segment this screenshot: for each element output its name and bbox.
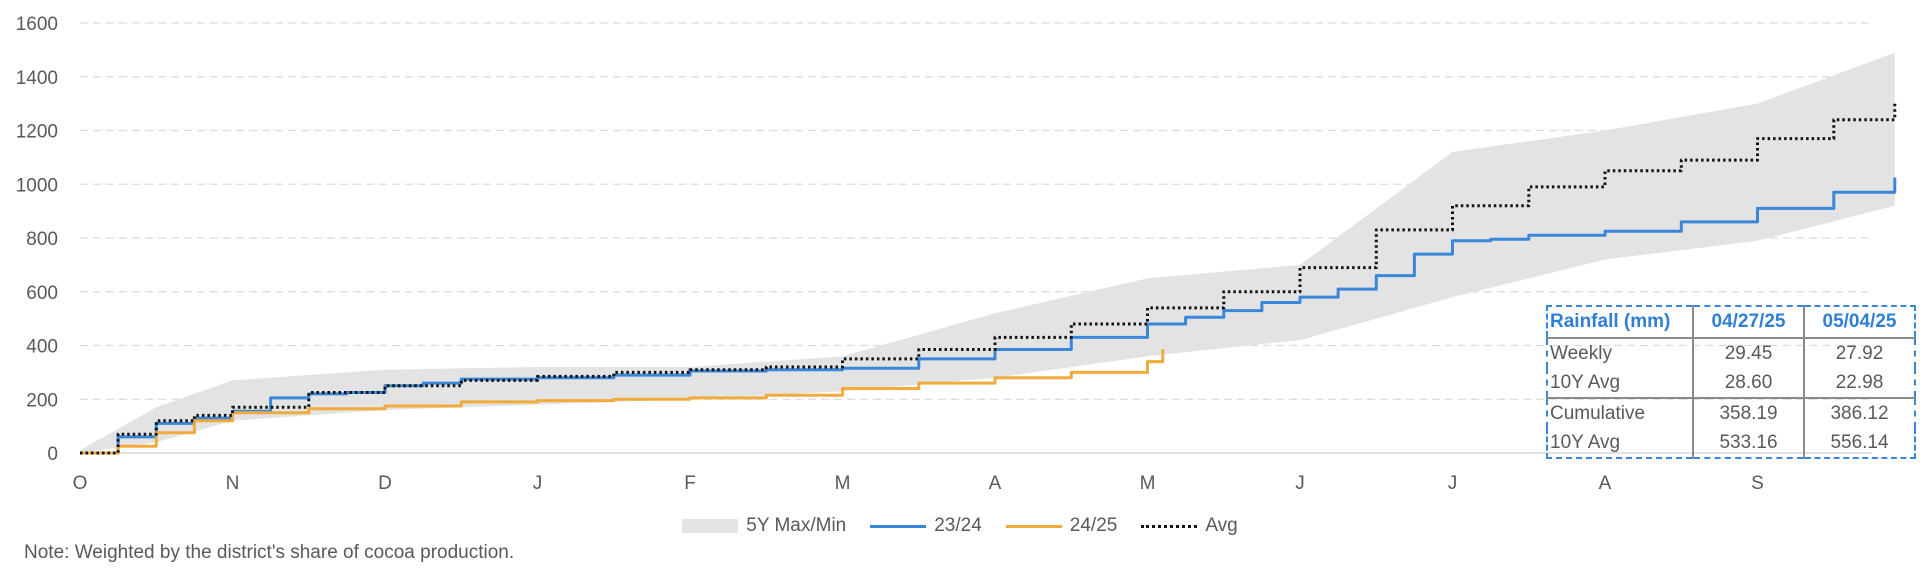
table-cell: 29.45	[1692, 338, 1805, 368]
x-tick-label: F	[684, 473, 696, 494]
x-tick-label: J	[533, 473, 543, 494]
legend-swatch-2324	[870, 524, 927, 528]
rainfall-table: Rainfall (mm) 04/27/25 05/04/25 Weekly 2…	[1546, 305, 1916, 459]
table-row: Weekly 29.45 27.92	[1547, 338, 1915, 368]
legend-label-avg: Avg	[1205, 515, 1238, 536]
table-cell: 358.19	[1692, 397, 1805, 428]
x-tick-label: N	[226, 473, 240, 494]
table-row-label: Weekly	[1550, 342, 1612, 364]
y-tick-label: 400	[26, 337, 58, 358]
table-cell: 386.12	[1804, 397, 1915, 428]
table-cell: 556.14	[1830, 431, 1889, 453]
y-tick-label: 1200	[16, 122, 58, 143]
legend-item-avg: Avg	[1141, 515, 1238, 537]
table-cell: 28.60	[1692, 368, 1805, 398]
legend-swatch-2425	[1005, 524, 1062, 528]
x-tick-label: O	[73, 473, 88, 494]
y-tick-label: 200	[26, 390, 58, 411]
chart-legend: 5Y Max/Min 23/24 24/25 Avg	[0, 515, 1920, 537]
table-row: Cumulative 358.19 386.12	[1547, 397, 1915, 428]
y-tick-label: 1400	[16, 68, 58, 89]
y-tick-label: 1600	[16, 14, 58, 35]
table-header-cell: 05/04/25	[1804, 306, 1915, 339]
legend-label-2324: 23/24	[934, 515, 982, 536]
table-header-cell: Rainfall (mm)	[1547, 306, 1693, 339]
legend-item-2324: 23/24	[870, 515, 982, 537]
legend-label-band: 5Y Max/Min	[746, 515, 847, 536]
legend-swatch-band	[682, 519, 739, 533]
y-tick-label: 600	[26, 283, 58, 304]
x-tick-label: A	[989, 473, 1002, 494]
x-tick-label: J	[1448, 473, 1458, 494]
table-header-cell: 04/27/25	[1692, 306, 1805, 339]
series-line-24-25	[80, 349, 1165, 455]
x-tick-label: J	[1295, 473, 1305, 494]
x-tick-label: S	[1751, 473, 1764, 494]
table-cell: 22.98	[1835, 371, 1884, 393]
table-row-label: 10Y Avg	[1550, 371, 1621, 393]
legend-label-2425: 24/25	[1069, 515, 1118, 536]
x-tick-label: A	[1599, 473, 1612, 494]
table-cell: 533.16	[1692, 428, 1805, 458]
series-line-avg	[80, 102, 1897, 455]
legend-item-2425: 24/25	[1005, 515, 1118, 537]
table-row-label: 10Y Avg	[1550, 431, 1621, 453]
x-tick-label: M	[835, 473, 851, 494]
table-row-label: Cumulative	[1547, 397, 1693, 428]
y-axis: 0 200 400 600 800 1000 1200 1400 1600	[16, 14, 58, 465]
table-row: 10Y Avg 533.16 556.14	[1547, 428, 1915, 458]
table-row: 10Y Avg 28.60 22.98	[1547, 368, 1915, 398]
legend-swatch-avg	[1141, 524, 1198, 528]
legend-item-band: 5Y Max/Min	[682, 515, 846, 537]
table-header-row: Rainfall (mm) 04/27/25 05/04/25	[1547, 306, 1915, 339]
chart-gridlines	[80, 22, 1872, 454]
series-layer	[80, 102, 1897, 455]
y-tick-label: 800	[26, 229, 58, 250]
x-tick-label: D	[378, 473, 392, 494]
table-cell: 27.92	[1835, 342, 1884, 364]
y-tick-label: 0	[47, 444, 58, 465]
y-tick-label: 1000	[16, 175, 58, 196]
x-tick-label: M	[1140, 473, 1156, 494]
rainfall-chart: 0 200 400 600 800 1000 1200 1400 1600 O N D J F M A M J J…	[16, 14, 1897, 494]
chart-note: Note: Weighted by the district's share o…	[24, 542, 515, 563]
